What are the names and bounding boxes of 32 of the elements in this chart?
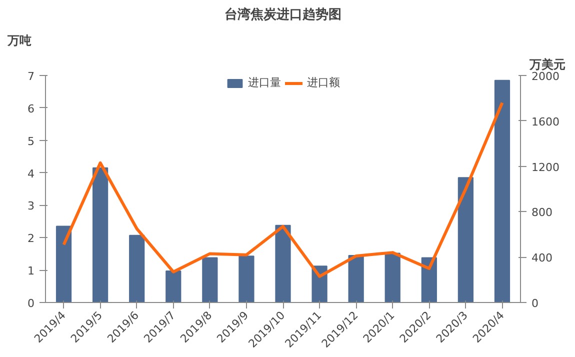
y-tick-label: 4 — [28, 167, 34, 180]
y2-axis-title: 万美元 — [528, 58, 566, 72]
bar — [166, 270, 182, 302]
bar — [202, 257, 218, 302]
bar — [384, 252, 400, 302]
y2-tick-label: 1200 — [532, 160, 560, 174]
bar — [494, 80, 510, 302]
legend-label: 进口额 — [307, 75, 340, 90]
y-tick-label: 1 — [28, 264, 34, 278]
y-tick-label: 7 — [28, 70, 34, 83]
y2-tick-label: 800 — [532, 206, 552, 220]
y2-tick-label: 1600 — [532, 115, 560, 128]
bar — [56, 226, 72, 302]
y-axis-title: 万吨 — [6, 34, 32, 48]
bar — [348, 254, 364, 302]
y2-tick-label: 0 — [532, 297, 538, 310]
bar — [92, 167, 108, 302]
y-tick-label: 2 — [28, 232, 34, 246]
y-tick-label: 5 — [28, 134, 34, 148]
bar — [129, 234, 145, 302]
bar — [421, 257, 437, 302]
line-series — [62, 101, 504, 278]
bar — [275, 224, 291, 302]
bar — [238, 256, 254, 302]
y2-tick-label: 400 — [532, 252, 552, 265]
y-tick-label: 6 — [28, 102, 34, 116]
y-tick-label: 0 — [28, 297, 34, 310]
bar — [458, 177, 474, 302]
legend-label: 进口量 — [248, 75, 281, 90]
chart-title: 台湾焦炭进口趋势图 — [224, 6, 342, 22]
y-tick-label: 3 — [28, 200, 34, 213]
y2-tick-label: 2000 — [532, 70, 560, 83]
